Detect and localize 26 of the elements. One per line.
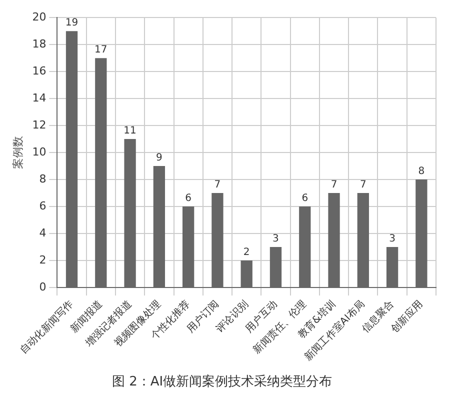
data-label: 8 [418, 166, 425, 178]
data-label: 7 [214, 180, 221, 191]
text: 图 2：AI做新闻案例技术采纳类型分布 [112, 374, 332, 390]
data-label: 6 [302, 193, 308, 204]
data-label: 9 [156, 152, 162, 164]
data-label: 17 [94, 44, 108, 56]
data-label: 2 [243, 247, 250, 258]
y-tick-label: 2 [39, 253, 46, 266]
data-label: 11 [124, 126, 136, 137]
y-tick-label: 16 [32, 64, 46, 78]
y-tick-label: 10 [32, 145, 46, 158]
y-tick-label: 8 [39, 172, 46, 186]
data-label: 6 [185, 193, 192, 204]
y-axis-title: 案例数 [11, 136, 24, 170]
y-tick-label: 12 [32, 118, 46, 132]
data-label: 3 [272, 234, 279, 245]
data-label: 7 [360, 180, 366, 191]
y-tick-label: 4 [39, 226, 46, 240]
data-label: 7 [330, 180, 338, 191]
y-tick-label: 6 [39, 199, 46, 212]
y-tick-label: 14 [32, 91, 46, 104]
data-label: 19 [65, 18, 78, 29]
y-tick-label: 18 [32, 37, 46, 50]
y-tick-label: 0 [39, 280, 46, 294]
y-tick-label: 20 [32, 10, 46, 24]
data-label: 3 [389, 234, 396, 245]
